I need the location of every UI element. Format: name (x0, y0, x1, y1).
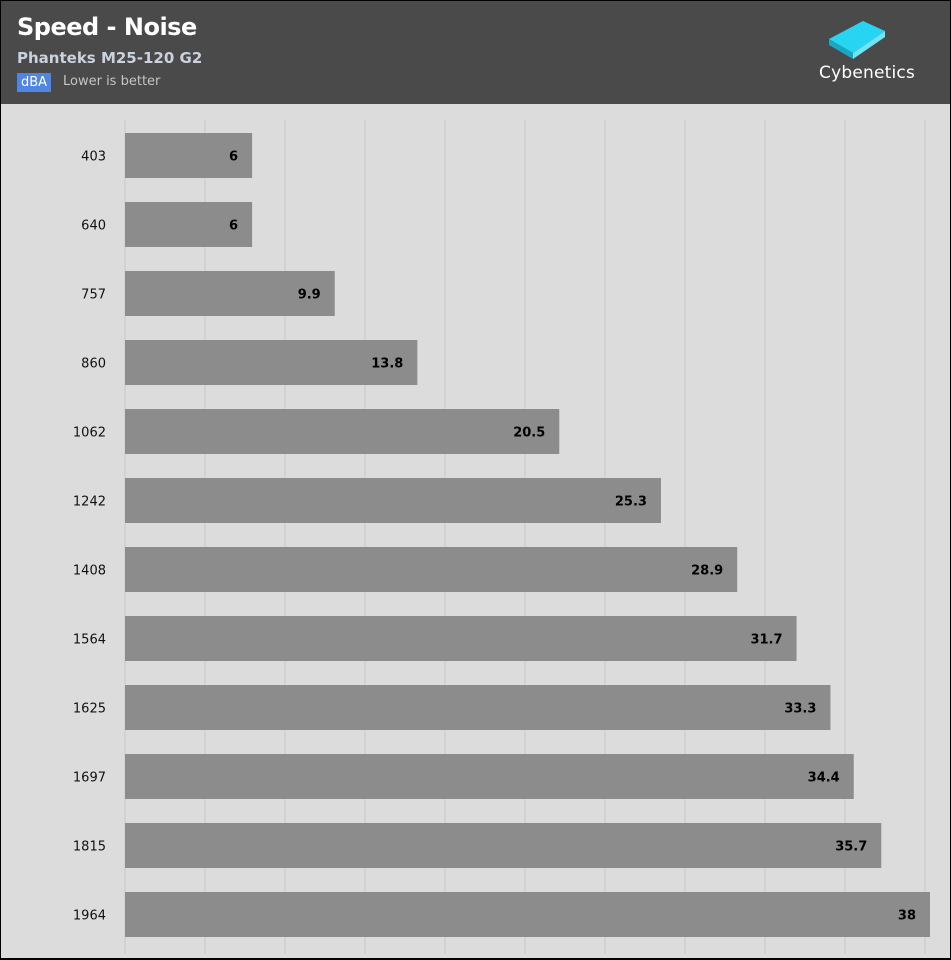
category-label: 1062 (73, 426, 106, 441)
bar-value-label: 31.7 (750, 633, 782, 648)
chart-title: Speed - Noise (17, 13, 197, 41)
bar-value-label: 20.5 (513, 426, 545, 441)
bar (125, 409, 560, 454)
category-label: 1815 (73, 840, 106, 855)
bar-value-label: 34.4 (808, 771, 840, 786)
logo-text: Cybenetics (819, 63, 916, 83)
category-label: 1408 (73, 564, 106, 579)
bar-value-label: 28.9 (691, 564, 723, 579)
bar (125, 823, 882, 868)
bar-chart: 403 6 640 6 757 9.9 860 13.8 1062 20.5 1242 25.3 140… (73, 120, 930, 954)
bar-value-label: 35.7 (835, 840, 867, 855)
category-label: 1564 (73, 633, 106, 648)
bar-value-label: 6 (229, 150, 238, 165)
category-label: 1625 (73, 702, 106, 717)
bar (125, 340, 418, 385)
bar (125, 271, 335, 316)
category-label: 1697 (73, 771, 106, 786)
bar (125, 478, 661, 523)
cybenetics-logo-icon (829, 21, 885, 59)
category-label: 860 (81, 357, 106, 372)
chart-header: Speed - Noise Phanteks M25-120 G2 dBA Lo… (1, 1, 950, 104)
category-label: 757 (81, 288, 106, 303)
bar (125, 133, 253, 178)
bar (125, 685, 831, 730)
cybenetics-logo: Cybenetics (819, 19, 929, 89)
bar-value-label: 33.3 (784, 702, 816, 717)
bar-value-label: 13.8 (371, 357, 403, 372)
bar (125, 754, 854, 799)
category-label: 1242 (73, 495, 106, 510)
lower-is-better-note: Lower is better (63, 74, 161, 89)
bar (125, 892, 930, 937)
bar (125, 202, 253, 247)
bar (125, 616, 797, 661)
category-label: 403 (81, 150, 106, 165)
category-label: 640 (81, 219, 106, 234)
chart-subtitle: Phanteks M25-120 G2 (17, 49, 203, 67)
bar (125, 547, 738, 592)
bar-value-label: 25.3 (615, 495, 647, 510)
bar-value-label: 38 (898, 909, 916, 924)
bar-value-label: 6 (229, 219, 238, 234)
gridlines (124, 120, 926, 954)
unit-badge: dBA (17, 73, 52, 92)
category-label: 1964 (73, 909, 106, 924)
bar-value-label: 9.9 (298, 288, 321, 303)
